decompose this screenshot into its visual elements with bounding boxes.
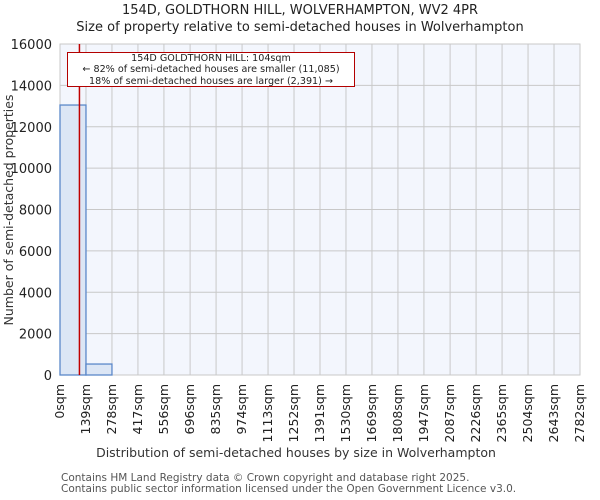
x-tick-label: 139sqm xyxy=(78,384,93,434)
y-tick-label: 16000 xyxy=(11,38,52,53)
histogram-bar xyxy=(85,363,113,376)
x-tick-label: 2365sqm xyxy=(494,384,509,442)
x-tick-label: 1391sqm xyxy=(312,384,327,442)
x-tick-label: 1530sqm xyxy=(338,384,353,442)
footer-attribution: Contains HM Land Registry data © Crown c… xyxy=(61,473,516,495)
y-tick-label: 6000 xyxy=(19,245,52,260)
x-tick-label: 696sqm xyxy=(182,384,197,434)
x-tick-label: 1669sqm xyxy=(364,384,379,442)
x-tick-label: 1113sqm xyxy=(260,384,275,442)
y-tick-label: 14000 xyxy=(11,79,52,94)
x-tick-label: 1252sqm xyxy=(286,384,301,442)
x-tick-label: 1808sqm xyxy=(390,384,405,442)
chart-title: 154D, GOLDTHORN HILL, WOLVERHAMPTON, WV2… xyxy=(121,3,479,18)
y-tick-label: 4000 xyxy=(19,286,52,301)
y-axis-ticks: 0 2000 4000 6000 8000 10000 12000 14000 16000 xyxy=(11,38,52,384)
x-axis-ticks: 0sqm 139sqm 278sqm 417sqm 556sqm 696sqm 835sqm… xyxy=(52,384,587,442)
footer-line-2: Contains public sector information licen… xyxy=(61,483,517,495)
y-tick-label: 0 xyxy=(44,369,52,384)
x-tick-label: 2504sqm xyxy=(520,384,535,442)
annotation-box: 154D GOLDTHORN HILL: 104sqm ← 82% of sem… xyxy=(67,52,355,87)
histogram-bars xyxy=(59,104,113,376)
y-tick-label: 10000 xyxy=(11,162,52,177)
y-tick-label: 8000 xyxy=(19,204,52,219)
x-tick-label: 417sqm xyxy=(130,384,145,434)
x-tick-label: 0sqm xyxy=(52,384,67,419)
histogram-bar xyxy=(59,104,87,376)
y-tick-label: 2000 xyxy=(19,328,52,343)
x-tick-label: 835sqm xyxy=(208,384,223,434)
x-axis-label: Distribution of semi-detached houses by … xyxy=(96,445,496,460)
annotation-line-2: ← 82% of semi-detached houses are smalle… xyxy=(82,64,340,76)
chart-subtitle: Size of property relative to semi-detach… xyxy=(76,20,524,35)
y-tick-label: 12000 xyxy=(11,121,52,136)
x-tick-label: 2782sqm xyxy=(572,384,587,442)
x-tick-label: 278sqm xyxy=(104,384,119,434)
annotation-line-1: 154D GOLDTHORN HILL: 104sqm xyxy=(131,53,291,64)
footer-line-1: Contains HM Land Registry data © Crown c… xyxy=(61,472,470,484)
x-tick-label: 2087sqm xyxy=(442,384,457,442)
y-axis-label: Number of semi-detached properties xyxy=(1,95,16,326)
x-tick-label: 1947sqm xyxy=(416,384,431,442)
x-tick-label: 556sqm xyxy=(156,384,171,434)
x-tick-label: 2643sqm xyxy=(546,384,561,442)
x-tick-label: 974sqm xyxy=(234,384,249,434)
x-tick-label: 2226sqm xyxy=(468,384,483,442)
annotation-line-3: 18% of semi-detached houses are larger (… xyxy=(89,75,333,87)
gridlines xyxy=(59,43,581,376)
